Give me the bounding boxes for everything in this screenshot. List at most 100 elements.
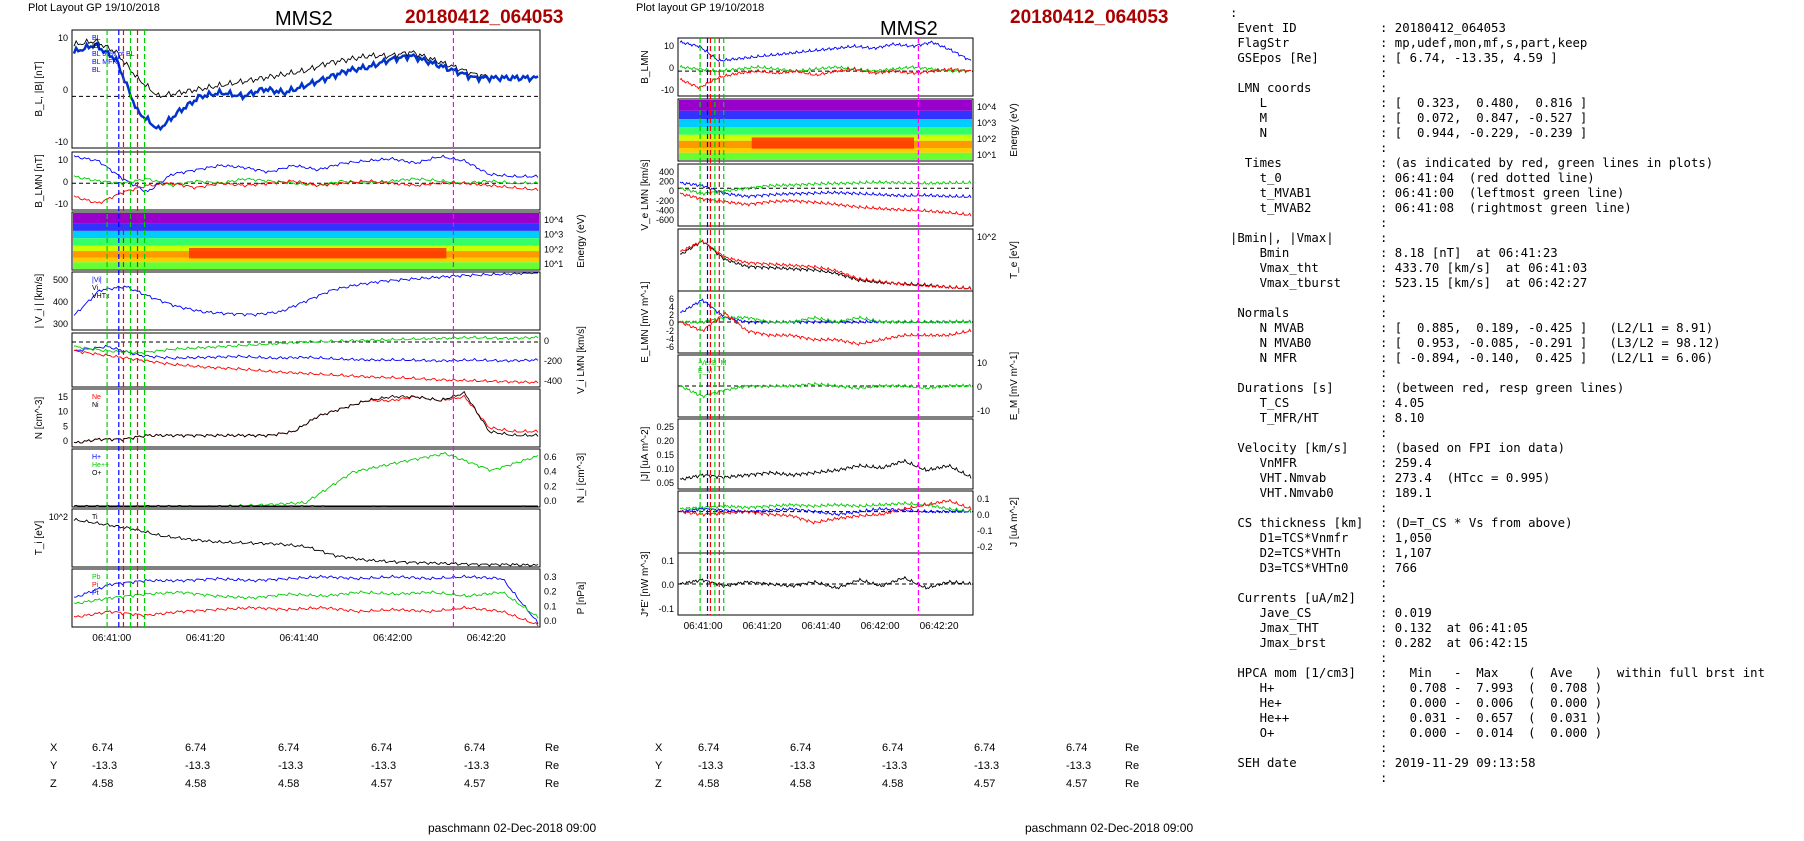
position-value: -13.3 (278, 760, 304, 772)
summary-value: : 273.4 (HTcc = 0.995) (1380, 471, 1551, 485)
summary-value: : [ 6.74, -13.35, 4.59 ] (1380, 51, 1558, 65)
position-row-label: Z (655, 778, 662, 790)
tick-label: 200 (659, 177, 674, 187)
panel-ylabel: Energy (eV) (576, 214, 587, 267)
tick-label: -6 (666, 342, 674, 352)
legend-entry: BL MFR (92, 59, 117, 66)
summary-value: : 0.000 - 0.014 ( 0.000 ) (1380, 726, 1603, 740)
series-line-pi (73, 605, 539, 627)
summary-value: : 4.05 (1380, 396, 1425, 410)
spectrogram-band (679, 100, 972, 111)
series-line-pb (73, 590, 539, 619)
summary-key: O+ (1230, 726, 1275, 740)
position-value: -13.3 (974, 760, 1000, 772)
tick-label: 10^3 (544, 230, 563, 240)
tick-label: 0.0 (544, 616, 557, 626)
summary-value: : (D=T_CS * Vs from above) (1380, 516, 1573, 530)
summary-key: Times (1230, 156, 1282, 170)
summary-value: : 0.708 - 7.993 ( 0.708 ) (1380, 681, 1603, 695)
tick-label: -10 (55, 137, 68, 147)
mid-position-table: X 6.74 6.74 6.74 6.74 6.74 Re Y -13.3 -13.3 -13.3 -… (615, 742, 1230, 812)
summary-key: He+ (1230, 696, 1282, 710)
series-line-ni (73, 390, 539, 444)
position-unit: Re (1125, 742, 1140, 754)
tick-label: 0 (63, 436, 68, 446)
panel-frame (677, 98, 974, 162)
tick-label: 0 (63, 177, 68, 187)
spectrogram-band (679, 152, 972, 160)
tick-label: 0.10 (656, 464, 674, 474)
summary-key: L (1230, 96, 1268, 110)
summary-key: Normals (1230, 306, 1290, 320)
panel-frame (677, 490, 974, 554)
summary-key: Vmax_tburst (1230, 276, 1342, 290)
panel-ylabel: |J| [uA m^-2] (640, 426, 651, 481)
summary-key: N MVAB (1230, 321, 1305, 335)
series-line-bm (73, 175, 539, 188)
summary-key: N MVAB0 (1230, 336, 1312, 350)
series-line-bl (73, 154, 539, 193)
series-line-je (679, 575, 972, 590)
summary-key: Bmin (1230, 246, 1290, 260)
position-value: 6.74 (464, 742, 486, 754)
tick-label: 0 (669, 318, 674, 328)
summary-key: t_0 (1230, 171, 1282, 185)
panel-frame (71, 508, 541, 568)
series-line-em (679, 381, 972, 399)
tick-label: 0.0 (544, 496, 557, 506)
panel-frame (677, 228, 974, 292)
left-plot-layout-title: Plot Layout GP 19/10/2018 (28, 2, 160, 14)
summary-value: : [ 0.953, -0.085, -0.291 ] (L3/L2 = 98.… (1380, 336, 1721, 350)
series-line-en (679, 311, 972, 347)
tick-label: 0.20 (656, 436, 674, 446)
summary-value: : (1380, 501, 1388, 515)
tick-label: 4 (669, 302, 674, 312)
position-value: -13.3 (698, 760, 724, 772)
time-tick-label: 06:42:00 (373, 633, 412, 644)
event-marker-lines (106, 30, 455, 627)
left-footer: paschmann 02-Dec-2018 09:00 (428, 821, 597, 835)
summary-value: : (based on FPI ion data) (1380, 441, 1566, 455)
series-line-vl (73, 344, 539, 363)
event-summary-panel: : Event ID: 20180412_064053 FlagStr: mp,… (1230, 6, 1800, 796)
panel-frame (71, 568, 541, 628)
position-value: 6.74 (882, 742, 904, 754)
series-line-bm (679, 64, 972, 74)
series-line-o (73, 504, 538, 507)
position-value: -13.3 (371, 760, 397, 772)
position-value: -13.3 (882, 760, 908, 772)
summary-key: VHT.Nmvab0 (1230, 486, 1334, 500)
series-line-em (679, 315, 972, 325)
tick-label: -200 (656, 196, 674, 206)
tick-label: 10 (664, 41, 674, 51)
series-line-pt (73, 574, 539, 625)
summary-value: : 523.15 [km/s] at 06:42:27 (1380, 276, 1588, 290)
summary-key: N MFR (1230, 351, 1297, 365)
position-value: -13.3 (464, 760, 490, 772)
series-line-vi (73, 272, 538, 317)
series-line-bn (73, 179, 539, 205)
position-value: 4.58 (185, 778, 207, 790)
summary-value: : [ 0.072, 0.847, -0.527 ] (1380, 111, 1588, 125)
summary-key: VnMFR (1230, 456, 1297, 470)
position-value: 6.74 (92, 742, 114, 754)
legend-entry: Ne (92, 394, 101, 401)
tick-label: 10^2 (977, 134, 996, 144)
panel-ylabel: J*E' [nW m^-3] (640, 551, 651, 617)
summary-key: D1=TCS*Vnmfr (1230, 531, 1349, 545)
tick-label: -0.1 (658, 604, 674, 614)
summary-value: : [ -0.894, -0.140, 0.425 ] (L2/L1 = 6.0… (1380, 351, 1714, 365)
legend-entry: Pb (92, 574, 101, 581)
summary-value: : (as indicated by red, green lines in p… (1380, 156, 1714, 170)
spectrogram-band (73, 262, 539, 269)
panel-frame (71, 448, 541, 508)
event-marker-lines (699, 38, 920, 615)
panel-frame (71, 388, 541, 448)
position-value: -13.3 (185, 760, 211, 772)
position-row-label: Z (50, 778, 57, 790)
position-value: 6.74 (790, 742, 812, 754)
legend-entry: VHTx (92, 293, 110, 300)
